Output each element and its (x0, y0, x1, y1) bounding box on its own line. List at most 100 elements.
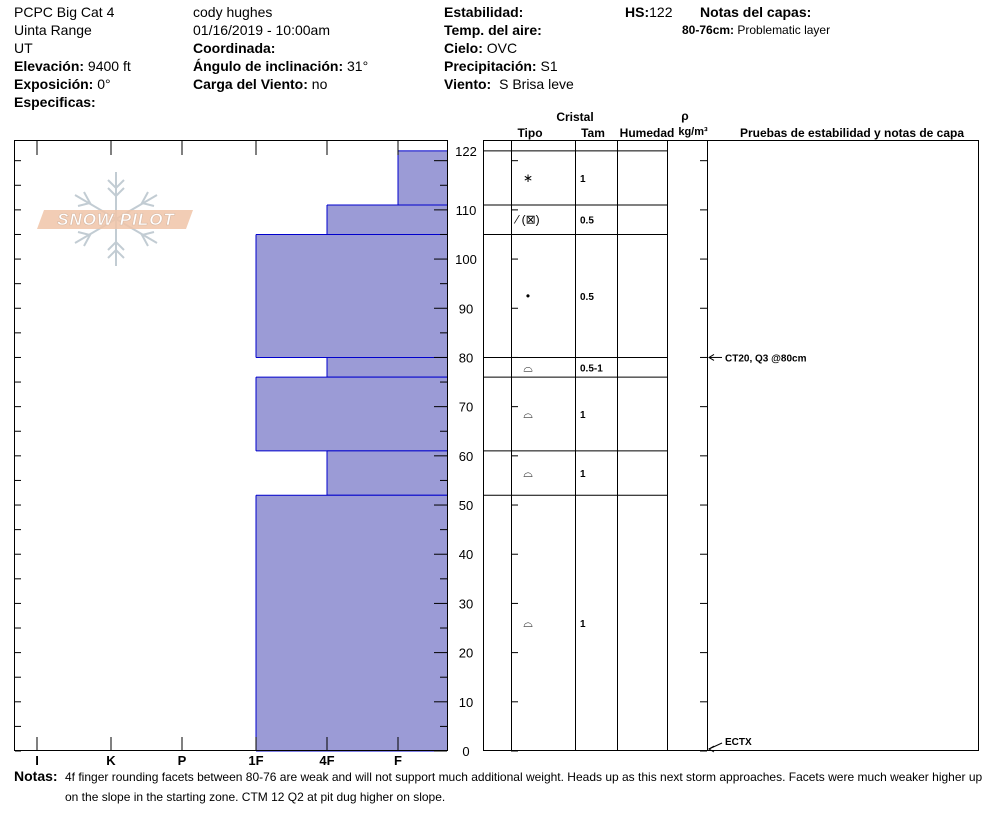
hardness-bar (327, 450, 447, 496)
hardness-tick-label: 4F (319, 753, 334, 768)
layer-note-text: Problematic layer (737, 23, 831, 37)
wind-row: Viento: S Brisa leve (444, 75, 574, 93)
slope-label: Ángulo de inclinación: (193, 58, 344, 74)
observer-name: cody hughes (193, 4, 273, 20)
grain-type-symbol: ⌓ (523, 466, 533, 480)
observation-datetime: 01/16/2019 - 10:00am (193, 22, 330, 38)
stability-test-markers: CT20, Q3 @80cm ECTX (708, 353, 807, 753)
site-name: PCPC Big Cat 4 (14, 4, 115, 20)
aspect-row: Exposición: 0° (14, 75, 111, 93)
hardness-bar (398, 150, 447, 205)
depth-label: 50 (459, 498, 473, 513)
hs-value: 122 (649, 4, 673, 20)
hardness-tick-label: I (35, 753, 39, 768)
grain-type-symbol: ⌓ (523, 360, 533, 374)
wind-load-row: Carga del Viento: no (193, 75, 327, 93)
grain-size: 0.5 (580, 292, 594, 303)
grain-type-symbol: ⁄ (⊠) (513, 213, 539, 227)
air-temp-label: Temp. del aire: (444, 22, 542, 38)
depth-label: 0 (462, 744, 469, 759)
slope-row: Ángulo de inclinación: 31° (193, 57, 368, 75)
depth-label: 30 (459, 596, 473, 611)
stability-test-label: CT20, Q3 @80cm (725, 353, 807, 364)
hs-label: HS: (625, 4, 650, 20)
test-marker-arrow-icon (708, 745, 715, 753)
left-minor-ticks (15, 160, 21, 752)
hardness-bar (256, 234, 447, 358)
grain-size: 1 (580, 174, 586, 185)
depth-label: 70 (459, 400, 473, 415)
hs-row: HS:122 (625, 3, 672, 21)
grain-size: 1 (580, 619, 586, 630)
logo-text: SNOW PILOT (57, 210, 175, 229)
layer-note-depth: 80-76cm: (682, 23, 735, 37)
sky-value: OVC (486, 40, 518, 56)
hardness-tick-label: F (394, 753, 402, 768)
stability-test-label: ECTX (725, 737, 752, 748)
hardness-bar (256, 377, 447, 451)
rho-header: ρ (681, 109, 688, 123)
depth-label: 60 (459, 449, 473, 464)
depth-label: 122 (455, 144, 477, 159)
grain-type-symbol: ⌓ (523, 616, 533, 630)
density-unit-header: kg/m³ (678, 126, 708, 138)
logo-banner (37, 210, 193, 229)
notes-label: Notas: (14, 768, 58, 784)
depth-label: 110 (456, 203, 477, 218)
wind-value: S Brisa leve (499, 76, 574, 92)
grain-type-symbol: • (526, 289, 530, 303)
depth-label: 90 (459, 301, 473, 316)
humedad-header: Humedad (620, 126, 675, 140)
layer-note: 80-76cm: Problematic layer (682, 23, 830, 37)
wind-label: Viento: (444, 76, 492, 92)
coordinate-label: Coordinada: (193, 40, 276, 56)
range-name: Uinta Range (14, 22, 92, 38)
precip-value: S1 (540, 58, 558, 74)
hardness-tick-label: P (178, 753, 187, 768)
hardness-top-ticks (36, 141, 399, 155)
test-marker-arrow-icon (708, 354, 715, 361)
grain-size: 1 (580, 469, 586, 480)
grain-size: 0.5-1 (580, 363, 603, 374)
tests-header: Pruebas de estabilidad y notas de capa (740, 126, 964, 140)
elevation-value: 9400 ft (87, 58, 131, 74)
depth-label: 20 (459, 646, 473, 661)
elevation-label: Elevación: (14, 58, 85, 74)
tam-header: Tam (581, 126, 605, 140)
right-minor-ticks (434, 160, 447, 752)
hardness-bars (255, 150, 447, 752)
cristal-header: Cristal (556, 110, 593, 124)
hardness-graph-frame (14, 140, 448, 751)
depth-label: 80 (459, 350, 473, 365)
wind-load-value: no (311, 76, 328, 92)
state-name: UT (14, 40, 33, 56)
elevation-row: Elevación: 9400 ft (14, 57, 131, 75)
tipo-header: Tipo (517, 126, 542, 140)
stability-label: Estabilidad: (444, 4, 524, 20)
hardness-bottom-ticks: I K P 1F 4F F (35, 737, 402, 768)
grain-size: 1 (580, 410, 586, 421)
precip-label: Precipitación: (444, 58, 537, 74)
precip-row: Precipitación: S1 (444, 57, 558, 75)
layer-notes-label: Notas del capas: (700, 4, 812, 20)
sky-label: Cielo: (444, 40, 483, 56)
depth-label: 100 (455, 252, 477, 267)
grain-type-symbol: ⌓ (523, 407, 533, 421)
slope-value: 31° (347, 58, 369, 74)
notes-section: Notas: 4f finger rounding facets between… (14, 766, 986, 804)
table-frame (483, 140, 979, 751)
wind-load-label: Carga del Viento: (193, 76, 308, 92)
hardness-tick-label: K (106, 753, 116, 768)
hardness-bar (256, 495, 447, 751)
hardness-bar (327, 357, 447, 378)
crystal-layer-rows: ∗ 1 ⁄ (⊠) 0.5 • 0.5 ⌓ 0.5-1 ⌓ 1 ⌓ 1 ⌓ 1 (483, 150, 667, 630)
aspect-value: 0° (97, 76, 111, 92)
table-depth-ticks (511, 160, 707, 752)
hardness-bar (327, 204, 447, 235)
grain-type-symbol: ∗ (523, 171, 533, 185)
hardness-tick-label: 1F (248, 753, 263, 768)
sky-row: Cielo: OVC (444, 39, 517, 57)
depth-label: 10 (459, 695, 473, 710)
specifics-label: Especificas: (14, 94, 96, 110)
depth-label: 40 (459, 547, 473, 562)
